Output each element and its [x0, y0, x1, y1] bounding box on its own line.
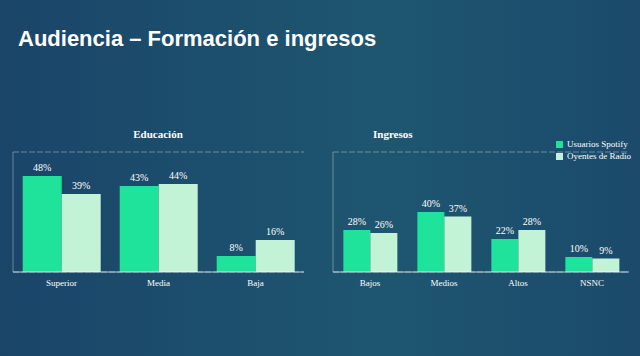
html-text:Oyentes de Radio: Oyentes de Radio [567, 151, 631, 161]
svg-text:26%: 26% [375, 219, 393, 230]
svg-text:NSNC: NSNC [580, 278, 604, 288]
svg-text:22%: 22% [496, 225, 514, 236]
svg-text:28%: 28% [348, 216, 366, 227]
html-text:Usuarios Spotify: Usuarios Spotify [567, 139, 628, 149]
svg-text:10%: 10% [570, 243, 588, 254]
html-text:Educación: Educación [133, 128, 183, 140]
svg-text:43%: 43% [130, 172, 148, 183]
html-text:Ingresos: Ingresos [373, 128, 413, 140]
svg-text:Media: Media [147, 278, 170, 288]
svg-text:16%: 16% [266, 226, 284, 237]
svg-text:8%: 8% [230, 242, 243, 253]
svg-text:Altos: Altos [508, 278, 528, 288]
svg-text:37%: 37% [449, 203, 467, 214]
svg-text:Medios: Medios [431, 278, 458, 288]
svg-text:39%: 39% [72, 180, 90, 191]
svg-text:9%: 9% [599, 245, 612, 256]
svg-text:Baja: Baja [247, 278, 264, 288]
svg-text:Superior: Superior [46, 278, 77, 288]
svg-text:48%: 48% [33, 162, 51, 173]
html-text:Audiencia – Formación e ingres: Audiencia – Formación e ingresos [18, 26, 377, 51]
svg-text:28%: 28% [523, 216, 541, 227]
svg-text:Bajos: Bajos [360, 278, 381, 288]
svg-text:44%: 44% [169, 170, 187, 181]
svg-text:40%: 40% [422, 198, 440, 209]
